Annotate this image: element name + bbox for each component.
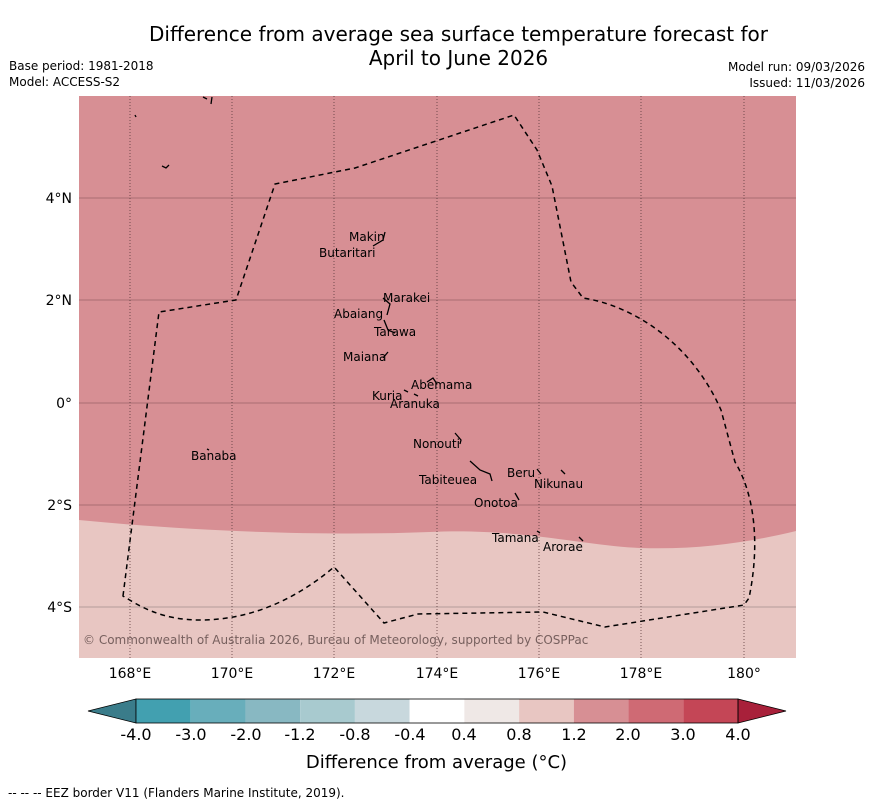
title-line-2: April to June 2026 [368, 46, 549, 70]
island-coastlines [134, 96, 584, 542]
colorbar-swatch [190, 699, 246, 723]
eez-border [122, 114, 756, 628]
latitude-gridlines [79, 197, 796, 608]
longitude-gridlines [129, 96, 745, 658]
colorbar-arrow-low [87, 698, 137, 724]
lon-label: 168°E [109, 666, 152, 682]
colorbar-swatch [573, 699, 629, 723]
island-label-arorae: Arorae [543, 540, 583, 554]
colorbar-legend: -4.0 -3.0 -2.0 -1.2 -0.8 -0.4 0.4 0.8 1.… [87, 698, 787, 744]
island-outline [536, 468, 542, 475]
colorbar-swatch [354, 699, 410, 723]
island-label-butaritari: Butaritari [319, 246, 376, 260]
model-run-date: Model run: 09/03/2026 [727, 60, 865, 74]
run-info: Model run: 09/03/2026 Issued: 11/03/2026 [728, 59, 865, 91]
island-outline [536, 530, 541, 534]
copyright-notice: © Commonwealth of Australia 2026, Bureau… [83, 633, 588, 647]
island-label-abaiang: Abaiang [334, 307, 383, 321]
colorbar-swatch [519, 699, 574, 723]
colorbar-swatch [245, 699, 301, 723]
island-outline [426, 377, 438, 385]
island-label-onotoa: Onotoa [474, 496, 518, 510]
island-outline [202, 96, 213, 105]
colorbar-tick: -3.0 [175, 725, 206, 744]
island-outline [372, 231, 386, 247]
lat-label: 0° [56, 396, 72, 412]
island-outline [383, 319, 396, 334]
colorbar-tick: -0.4 [394, 725, 425, 744]
island-outline [454, 432, 462, 445]
colorbar-swatch [300, 699, 355, 723]
colorbar-outline [135, 698, 739, 724]
colorbar-arrow-high [737, 698, 787, 724]
colorbar-tick: 3.0 [670, 725, 695, 744]
island-label-beru: Beru [507, 466, 535, 480]
lon-label: 174°E [416, 666, 459, 682]
island-label-tamana: Tamana [491, 531, 539, 545]
title-line-1: Difference from average sea surface temp… [148, 22, 768, 46]
island-outline [161, 164, 170, 169]
island-label-kuria: Kuria [372, 389, 403, 403]
lon-label: 176°E [518, 666, 561, 682]
island-outline [382, 351, 389, 359]
colorbar-swatch [628, 699, 684, 723]
colorbar-tick: -1.2 [284, 725, 315, 744]
island-outline [469, 460, 493, 482]
colorbar-tick: 2.0 [615, 725, 640, 744]
lat-label: 4°N [46, 191, 72, 207]
island-label-nikunau: Nikunau [534, 477, 583, 491]
colorbar-swatch [464, 699, 520, 723]
island-outline [134, 114, 137, 118]
island-outline [206, 448, 210, 451]
island-outline [514, 492, 520, 501]
colorbar-swatch [409, 699, 465, 723]
lon-label: 170°E [211, 666, 254, 682]
lon-label: 180° [727, 666, 761, 682]
colorbar-tick: 4.0 [725, 725, 750, 744]
island-label-nonouti: Nonouti [413, 437, 460, 451]
colorbar-tick: -0.8 [339, 725, 370, 744]
colorbar-tick: 0.8 [506, 725, 531, 744]
colorbar-tick: -4.0 [120, 725, 151, 744]
island-outline [382, 297, 391, 316]
island-label-marakei: Marakei [383, 291, 430, 305]
island-label-abemama: Abemama [411, 378, 472, 392]
island-labels: Makin Butaritari Marakei Abaiang Tarawa … [191, 230, 583, 554]
lon-label: 178°E [620, 666, 663, 682]
island-outline [413, 393, 419, 397]
map-title: Difference from average sea surface temp… [90, 22, 827, 70]
island-label-tabiteuea: Tabiteuea [418, 473, 477, 487]
issued-date: Issued: 11/03/2026 [749, 76, 865, 90]
island-outline [403, 389, 409, 393]
colorbar-swatches [87, 698, 787, 724]
island-label-banaba: Banaba [191, 449, 237, 463]
lat-label: 2°N [46, 293, 72, 309]
base-period: Base period: 1981-2018 [9, 59, 154, 73]
lat-label: 2°S [47, 498, 72, 514]
longitude-axis-labels: 168°E 170°E 172°E 174°E 176°E 178°E 180° [109, 666, 761, 682]
colorbar-tick: 1.2 [561, 725, 586, 744]
model-info: Base period: 1981-2018 Model: ACCESS-S2 [9, 58, 154, 90]
colorbar-tick: 0.4 [451, 725, 476, 744]
colorbar-swatch [136, 699, 191, 723]
anomaly-region-southern [79, 520, 796, 658]
colorbar-tick-labels: -4.0 -3.0 -2.0 -1.2 -0.8 -0.4 0.4 0.8 1.… [120, 725, 750, 744]
eez-footnote: -- -- -- EEZ border V11 (Flanders Marine… [8, 786, 345, 800]
island-label-makin: Makin [349, 230, 385, 244]
island-label-tarawa: Tarawa [373, 325, 416, 339]
island-outline [560, 469, 566, 475]
island-label-aranuka: Aranuka [390, 397, 440, 411]
lat-label: 4°S [47, 600, 72, 616]
colorbar-tick: -2.0 [230, 725, 261, 744]
latitude-axis-labels: 4°N 2°N 0° 2°S 4°S [46, 191, 73, 616]
colorbar-swatch [683, 699, 738, 723]
lon-label: 172°E [313, 666, 356, 682]
island-label-maiana: Maiana [343, 350, 386, 364]
island-outline [578, 536, 584, 542]
model-name: Model: ACCESS-S2 [9, 75, 121, 89]
colorbar-title: Difference from average (°C) [305, 752, 568, 773]
map-plot-area: Makin Butaritari Marakei Abaiang Tarawa … [79, 96, 796, 658]
